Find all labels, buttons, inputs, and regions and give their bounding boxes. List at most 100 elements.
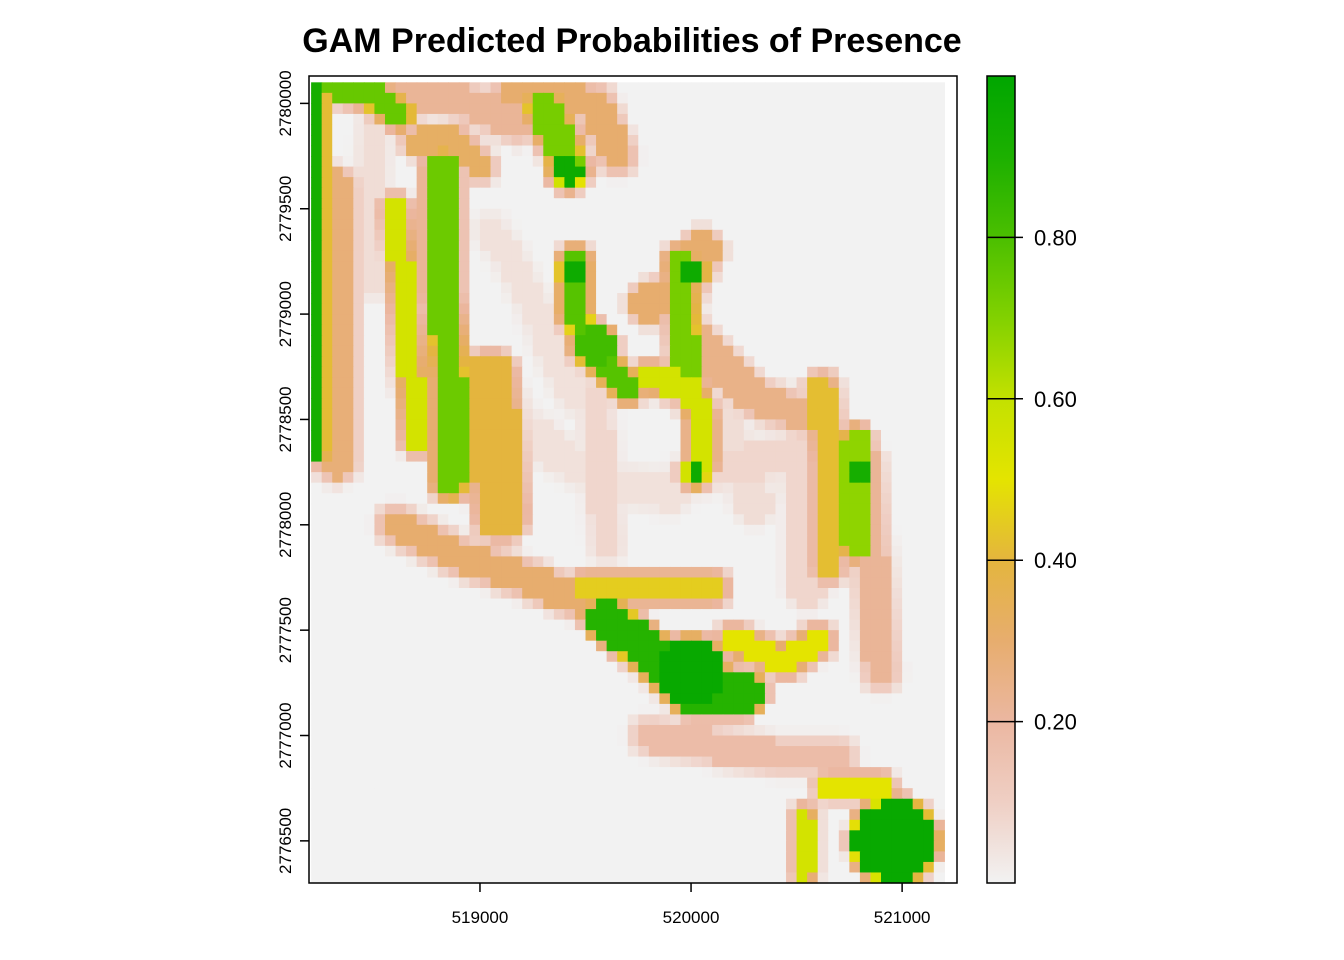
heatmap-cell — [722, 303, 734, 315]
heatmap-cell — [659, 198, 671, 210]
heatmap-cell — [627, 398, 639, 410]
heatmap-cell — [532, 682, 544, 694]
heatmap-cell — [786, 177, 798, 189]
heatmap-cell — [532, 135, 544, 147]
heatmap-cell — [469, 566, 481, 579]
heatmap-cell — [342, 135, 354, 147]
heatmap-cell — [490, 756, 502, 768]
heatmap-cell — [764, 187, 777, 199]
heatmap-cell — [870, 809, 882, 821]
heatmap-cell — [659, 640, 671, 652]
heatmap-cell — [585, 714, 597, 726]
heatmap-cell — [617, 166, 629, 178]
heatmap-cell — [384, 524, 397, 536]
heatmap-cell — [733, 872, 745, 884]
heatmap-cell — [733, 261, 745, 273]
heatmap-cell — [691, 819, 703, 831]
heatmap-cell — [448, 250, 460, 263]
heatmap-cell — [796, 693, 808, 705]
heatmap-cell — [680, 408, 692, 421]
heatmap-cell — [891, 703, 903, 716]
heatmap-cell — [838, 461, 850, 473]
heatmap-cell — [406, 92, 418, 104]
heatmap-cell — [469, 314, 481, 326]
heatmap-cell — [859, 103, 872, 115]
heatmap-cell — [469, 408, 481, 421]
heatmap-cell — [384, 630, 397, 642]
heatmap-cell — [574, 503, 587, 515]
heatmap-cell — [891, 798, 903, 810]
heatmap-cell — [311, 356, 323, 368]
heatmap-cell — [712, 640, 724, 652]
heatmap-cell — [585, 398, 597, 410]
heatmap-cell — [754, 261, 766, 273]
heatmap-cell — [912, 482, 924, 494]
heatmap-cell — [807, 82, 819, 94]
heatmap-cell — [448, 598, 460, 610]
heatmap-cell — [923, 830, 935, 842]
heatmap-cell — [733, 145, 745, 157]
heatmap-cell — [775, 756, 787, 768]
heatmap-cell — [764, 82, 777, 94]
heatmap-cell — [427, 198, 439, 210]
heatmap-cell — [448, 661, 460, 673]
heatmap-cell — [680, 271, 692, 284]
heatmap-cell — [817, 314, 829, 326]
heatmap-cell — [585, 840, 597, 852]
heatmap-cell — [859, 735, 872, 747]
heatmap-cell — [828, 577, 840, 589]
heatmap-cell — [342, 440, 354, 452]
heatmap-cell — [712, 208, 724, 220]
heatmap-cell — [416, 756, 428, 768]
heatmap-cell — [796, 82, 808, 94]
heatmap-cell — [564, 661, 576, 673]
heatmap-cell — [828, 356, 840, 368]
heatmap-cell — [775, 366, 787, 378]
heatmap-cell — [648, 798, 660, 810]
heatmap-cell — [522, 703, 534, 716]
heatmap-cell — [680, 282, 692, 294]
heatmap-cell — [828, 630, 840, 642]
heatmap-cell — [807, 208, 819, 220]
heatmap-cell — [807, 661, 819, 673]
heatmap-cell — [743, 429, 755, 442]
heatmap-cell — [891, 198, 903, 210]
heatmap-cell — [754, 166, 766, 178]
heatmap-cell — [912, 514, 924, 526]
heatmap-cell — [659, 92, 671, 104]
heatmap-cell — [786, 219, 798, 231]
heatmap-cell — [902, 703, 914, 716]
heatmap-cell — [437, 830, 449, 842]
heatmap-cell — [691, 82, 703, 94]
heatmap-cell — [617, 535, 629, 547]
heatmap-cell — [933, 208, 945, 220]
heatmap-cell — [891, 314, 903, 326]
heatmap-cell — [617, 429, 629, 442]
heatmap-cell — [448, 345, 460, 357]
heatmap-cell — [859, 177, 872, 189]
heatmap-cell — [849, 640, 861, 652]
heatmap-cell — [311, 82, 323, 94]
heatmap-cell — [458, 282, 471, 294]
heatmap-cell — [448, 819, 460, 831]
heatmap-cell — [859, 493, 872, 505]
heatmap-cell — [469, 124, 481, 136]
heatmap-cell — [881, 429, 893, 442]
heatmap-cell — [891, 819, 903, 831]
heatmap-cell — [564, 482, 576, 494]
heatmap-cell — [933, 261, 945, 273]
heatmap-cell — [912, 335, 924, 347]
heatmap-cell — [891, 588, 903, 600]
heatmap-cell — [838, 356, 850, 368]
heatmap-cell — [363, 324, 376, 336]
heatmap-cell — [501, 208, 513, 220]
heatmap-cell — [838, 82, 850, 94]
heatmap-cell — [321, 366, 333, 378]
heatmap-cell — [743, 250, 755, 263]
heatmap-cell — [648, 545, 660, 558]
heatmap-cell — [902, 335, 914, 347]
heatmap-cell — [585, 861, 597, 874]
heatmap-cell — [596, 830, 608, 842]
heatmap-cell — [775, 250, 787, 263]
heatmap-cell — [564, 840, 576, 852]
